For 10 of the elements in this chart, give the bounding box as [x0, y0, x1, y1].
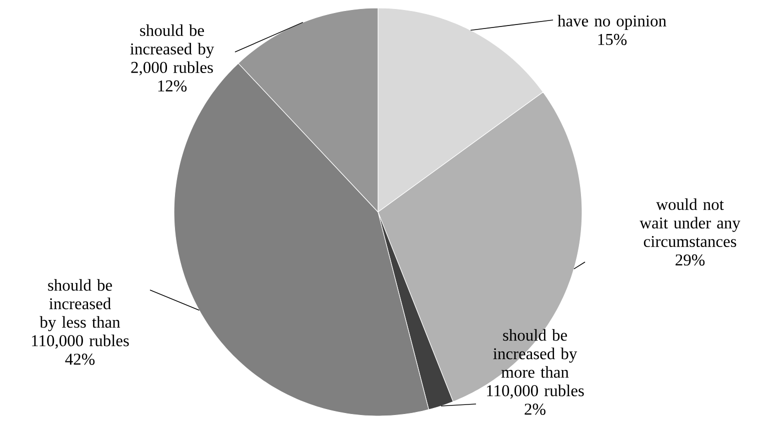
slice-label: would not wait under any circumstances: [640, 198, 740, 248]
data-label: 15%: [598, 34, 627, 46]
data-label: 12%: [158, 80, 187, 92]
data-label: 2%: [524, 404, 546, 415]
slice-label: should be increased by less than 110,000 rubles: [32, 279, 129, 349]
slice-label: have no opinion: [558, 14, 666, 30]
slice-label: should be increased by more than 110,000 rubles: [487, 329, 584, 399]
slice-label: should be increased by 2,000 rubles: [130, 24, 214, 76]
data-label: 42%: [65, 354, 95, 365]
data-label: 29%: [676, 254, 705, 266]
